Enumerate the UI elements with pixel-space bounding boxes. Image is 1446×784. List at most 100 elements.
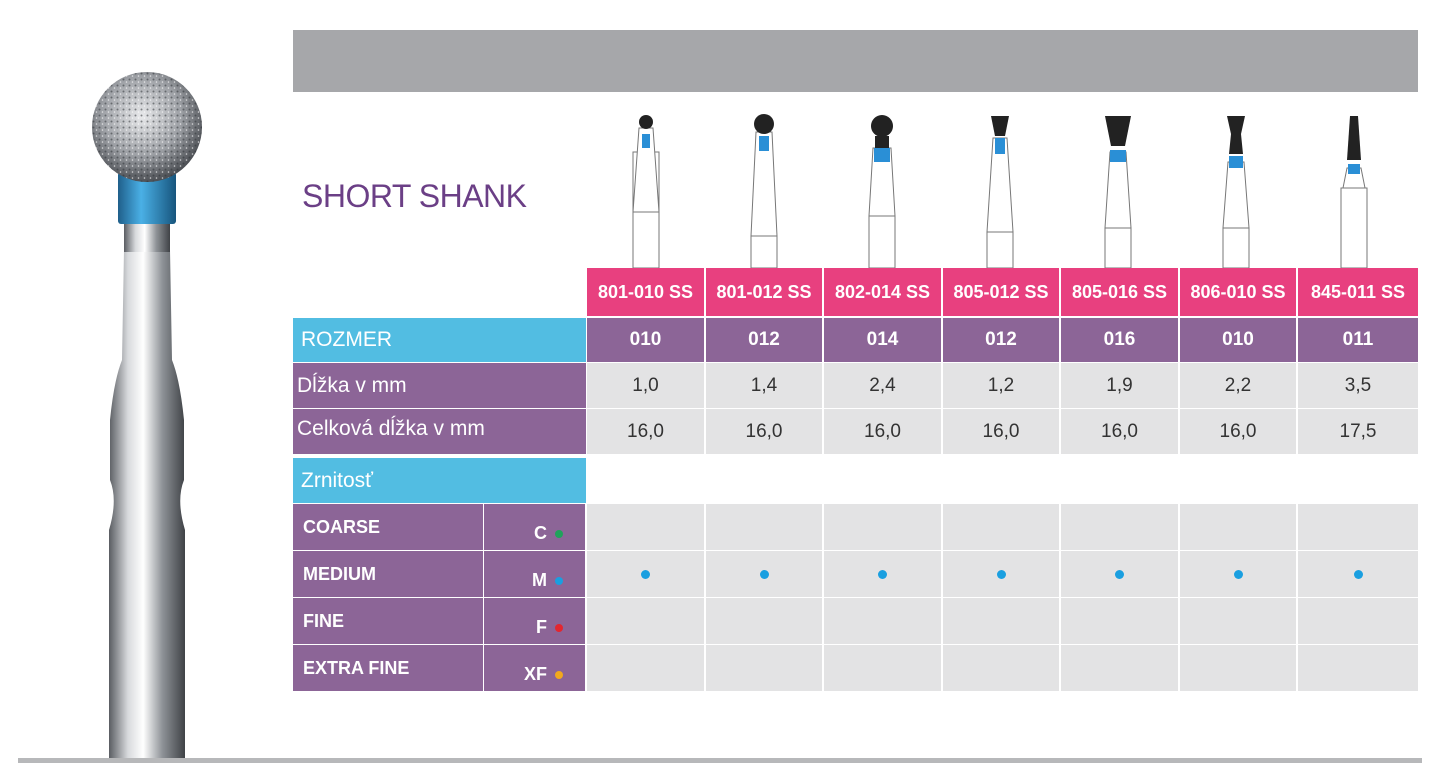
product-code: 805-016 SS <box>1061 268 1180 316</box>
grit-name: COARSE <box>293 504 483 550</box>
product-code: 805-012 SS <box>943 268 1061 316</box>
grit-cell <box>1180 598 1298 644</box>
grit-cell <box>824 598 943 644</box>
grit-cell <box>1298 598 1418 644</box>
grit-cell <box>1298 504 1418 550</box>
grit-color-dot <box>555 530 563 538</box>
size-value: 010 <box>1180 318 1298 362</box>
size-value: 010 <box>587 318 706 362</box>
grit-cell <box>943 645 1061 691</box>
grit-cell <box>1298 551 1418 597</box>
total-length-value: 16,0 <box>706 409 824 454</box>
diamond-bur-photo <box>92 72 202 760</box>
grit-code-text: F <box>536 617 547 637</box>
size-row: ROZMER 010 012 014 012 016 010 011 <box>293 318 1418 362</box>
grit-code: M <box>484 551 585 597</box>
grit-code-text: C <box>534 523 547 543</box>
bur-shape-845-011 <box>1295 108 1413 268</box>
total-length-row: Celková dĺžka v mm 16,0 16,0 16,0 16,0 1… <box>293 409 1418 454</box>
size-label: ROZMER <box>293 318 586 362</box>
grit-cell <box>1298 645 1418 691</box>
bur-shape-806-010 <box>1177 108 1295 268</box>
length-row: Dĺžka v mm 1,0 1,4 2,4 1,2 1,9 2,2 3,5 <box>293 363 1418 408</box>
grit-cell <box>943 598 1061 644</box>
grit-cell <box>587 504 706 550</box>
bur-shape-801-010 <box>587 108 705 268</box>
product-code: 801-010 SS <box>587 268 706 316</box>
product-code: 802-014 SS <box>824 268 943 316</box>
size-value: 011 <box>1298 318 1418 362</box>
grit-cell <box>1180 551 1298 597</box>
grit-name: MEDIUM <box>293 551 483 597</box>
grit-cell <box>943 551 1061 597</box>
bur-shapes-row <box>587 108 1418 268</box>
grit-cell <box>824 645 943 691</box>
total-length-value: 16,0 <box>943 409 1061 454</box>
grit-code: C <box>484 504 585 550</box>
grit-cell <box>1061 551 1180 597</box>
grit-available-dot <box>641 569 650 579</box>
grit-label: Zrnitosť <box>293 458 586 503</box>
grit-row: MEDIUM M <box>293 551 1418 597</box>
grit-cell <box>1180 645 1298 691</box>
grit-name: FINE <box>293 598 483 644</box>
length-value: 2,4 <box>824 363 943 408</box>
grit-cell <box>1061 598 1180 644</box>
product-codes-row: 801-010 SS 801-012 SS 802-014 SS 805-012… <box>293 268 1418 316</box>
length-label: Dĺžka v mm <box>293 363 586 408</box>
grit-code: F <box>484 598 585 644</box>
grit-row: FINE F <box>293 598 1418 644</box>
size-value: 014 <box>824 318 943 362</box>
grit-cell <box>706 504 824 550</box>
length-value: 1,0 <box>587 363 706 408</box>
page-title: SHORT SHANK <box>302 178 527 214</box>
bottom-rule <box>18 758 1422 763</box>
grit-cell <box>943 504 1061 550</box>
grit-cell <box>587 645 706 691</box>
bur-shape-805-012 <box>941 108 1059 268</box>
bur-shape-805-016 <box>1059 108 1177 268</box>
grit-cell <box>1061 504 1180 550</box>
grit-cell <box>824 504 943 550</box>
grit-name: EXTRA FINE <box>293 645 483 691</box>
header-banner <box>293 30 1418 92</box>
product-code: 845-011 SS <box>1298 268 1418 316</box>
grit-row: COARSE C <box>293 504 1418 550</box>
size-value: 012 <box>943 318 1061 362</box>
grit-code-text: M <box>532 570 547 590</box>
size-value: 012 <box>706 318 824 362</box>
grit-available-dot <box>1115 569 1124 579</box>
grit-available-dot <box>878 569 887 579</box>
bur-shape-802-014 <box>823 108 941 268</box>
grit-cell <box>587 551 706 597</box>
product-code: 806-010 SS <box>1180 268 1298 316</box>
length-value: 1,4 <box>706 363 824 408</box>
total-length-value: 16,0 <box>1061 409 1180 454</box>
length-value: 1,2 <box>943 363 1061 408</box>
grit-available-dot <box>1233 569 1243 579</box>
total-length-value: 16,0 <box>587 409 706 454</box>
grit-available-dot <box>996 569 1006 579</box>
grit-cell <box>706 551 824 597</box>
grit-cell <box>1180 504 1298 550</box>
grit-color-dot <box>555 671 563 679</box>
total-length-value: 16,0 <box>1180 409 1298 454</box>
grit-cell <box>587 598 706 644</box>
grit-row: EXTRA FINE XF <box>293 645 1418 691</box>
size-value: 016 <box>1061 318 1180 362</box>
grit-available-dot <box>1353 569 1363 579</box>
grit-cell <box>824 551 943 597</box>
total-length-value: 16,0 <box>824 409 943 454</box>
product-code: 801-012 SS <box>706 268 824 316</box>
total-length-value: 17,5 <box>1298 409 1418 454</box>
grit-cell <box>706 598 824 644</box>
grit-code: XF <box>484 645 585 691</box>
bur-shape-801-012 <box>705 108 823 268</box>
grit-color-dot <box>555 624 563 632</box>
length-value: 2,2 <box>1180 363 1298 408</box>
length-value: 3,5 <box>1298 363 1418 408</box>
grit-cell <box>706 645 824 691</box>
grit-available-dot <box>759 569 769 579</box>
grit-code-text: XF <box>523 664 547 684</box>
grit-color-dot <box>555 577 563 585</box>
